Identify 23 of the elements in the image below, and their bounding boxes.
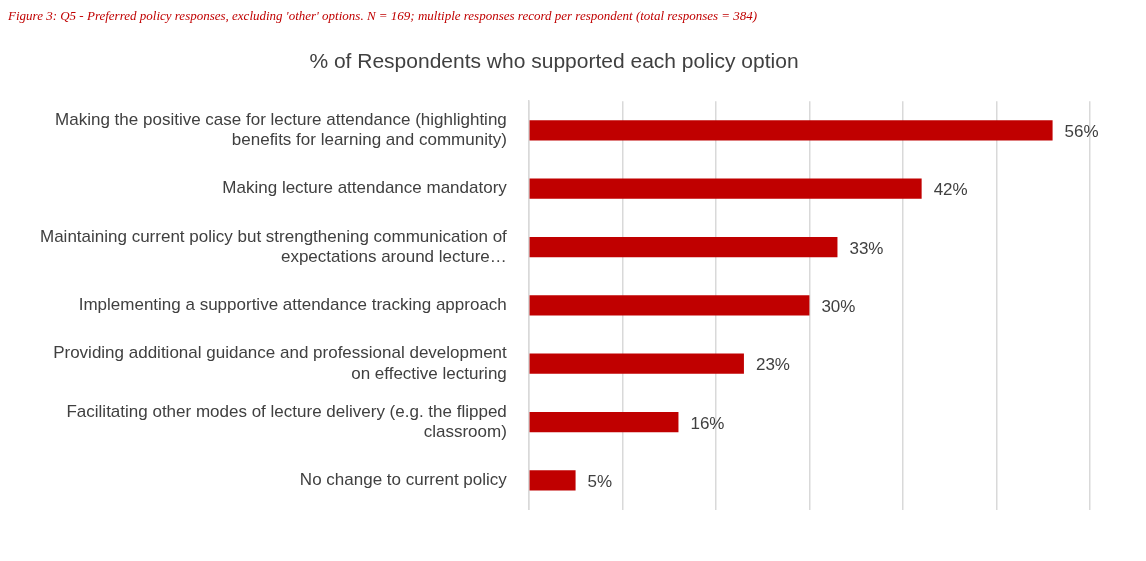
data-label: 42% — [933, 180, 968, 200]
data-label: 30% — [821, 297, 856, 317]
y-tick-label: Implementing a supportive attendance tracking approach — [78, 295, 507, 315]
y-tick-label: Providing additional guidance and professional development on effective lecturing — [53, 343, 508, 383]
chart-title: % of Respondents who supported each policy option — [309, 49, 799, 73]
data-label: 56% — [1064, 122, 1099, 142]
y-tick-label: Maintaining current policy but strengthening communication of expectations around lecture… — [40, 226, 508, 266]
bar — [529, 120, 1053, 141]
data-label: 33% — [849, 238, 884, 258]
bar — [529, 411, 679, 433]
bar — [529, 353, 744, 374]
bar — [529, 236, 838, 258]
y-tick-label: Making the positive case for lecture attendance (highlighting benefits for learning and community) — [55, 109, 507, 150]
bar — [529, 470, 576, 491]
data-label: 16% — [690, 413, 725, 433]
bar — [529, 295, 810, 316]
y-tick-label: Facilitating other modes of lecture delivery (e.g. the flipped classroom) — [66, 401, 507, 441]
y-tick-label: No change to current policy — [299, 470, 508, 490]
caption: Figure 3: Q5 - Preferred policy responses, excluding 'other' options. N = 169; multiple responses record per respondent (total responses = 384) — [8, 8, 759, 24]
y-tick-label: Making lecture attendance mandatory — [222, 178, 508, 198]
data-label: 5% — [587, 472, 613, 492]
data-label: 23% — [755, 355, 790, 375]
bar — [529, 178, 922, 199]
